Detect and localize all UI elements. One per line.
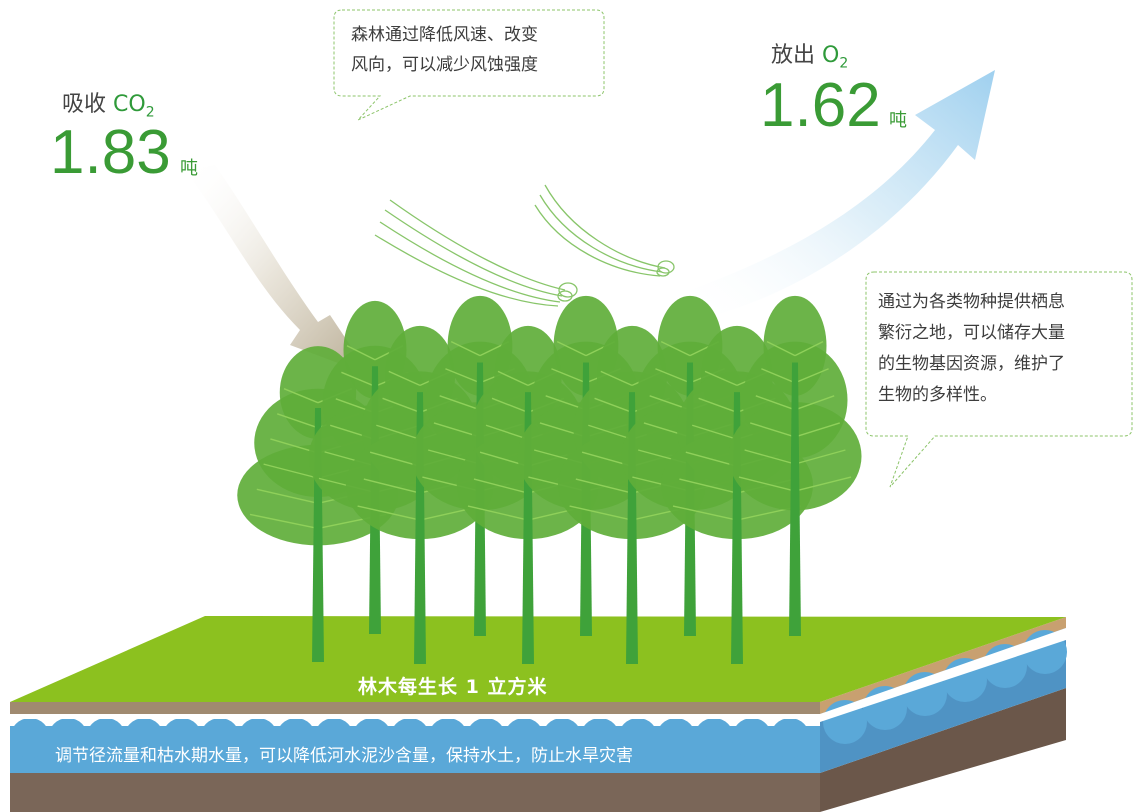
grass-top bbox=[10, 616, 1066, 702]
co2-formula-text: CO bbox=[113, 92, 146, 117]
habitat-note-line-3: 的生物基因资源，维护了 bbox=[878, 354, 1065, 374]
wind-note-line-2: 风向，可以减少风蚀强度 bbox=[351, 55, 538, 75]
o2-unit: 吨 bbox=[889, 110, 907, 131]
ground-block bbox=[10, 616, 1067, 812]
co2-absorb-arrow bbox=[185, 165, 370, 375]
o2-subscript: 2 bbox=[839, 55, 849, 72]
wind-note-bubble bbox=[333, 9, 605, 121]
wind-note: 森林通过降低风速、改变 风向，可以减少风蚀强度 bbox=[351, 20, 538, 80]
co2-label: 吸收 CO2 bbox=[62, 86, 155, 120]
o2-formula-text: O bbox=[822, 43, 840, 68]
ground-label: 林木每生长 1 立方米 bbox=[358, 676, 548, 698]
wind-swirl bbox=[374, 184, 675, 307]
co2-subscript: 2 bbox=[145, 104, 155, 121]
co2-formula: CO2 bbox=[113, 92, 155, 121]
o2-release-arrow bbox=[690, 70, 995, 320]
co2-label-text: 吸收 bbox=[62, 92, 107, 117]
habitat-note: 通过为各类物种提供栖息 繁衍之地，可以储存大量 的生物基因资源，维护了 生物的多… bbox=[878, 287, 1065, 411]
habitat-note-line-2: 繁衍之地，可以储存大量 bbox=[878, 323, 1065, 343]
habitat-note-line-1: 通过为各类物种提供栖息 bbox=[878, 292, 1065, 312]
habitat-note-line-4: 生物的多样性。 bbox=[878, 385, 997, 405]
wind-note-line-1: 森林通过降低风速、改变 bbox=[351, 25, 538, 45]
habitat-note-bubble bbox=[865, 271, 1133, 488]
forest-trees bbox=[237, 295, 862, 664]
o2-formula: O2 bbox=[822, 43, 849, 72]
o2-label-text: 放出 bbox=[771, 43, 816, 68]
o2-label: 放出 O2 bbox=[771, 37, 848, 71]
co2-unit: 吨 bbox=[180, 158, 198, 179]
water-note: 调节径流量和枯水期水量，可以降低河水泥沙含量，保持水土，防止水旱灾害 bbox=[55, 746, 633, 766]
water-waves bbox=[10, 718, 810, 758]
co2-value: 1.83 bbox=[50, 118, 171, 187]
tree bbox=[728, 295, 862, 636]
o2-value: 1.62 bbox=[760, 71, 881, 140]
